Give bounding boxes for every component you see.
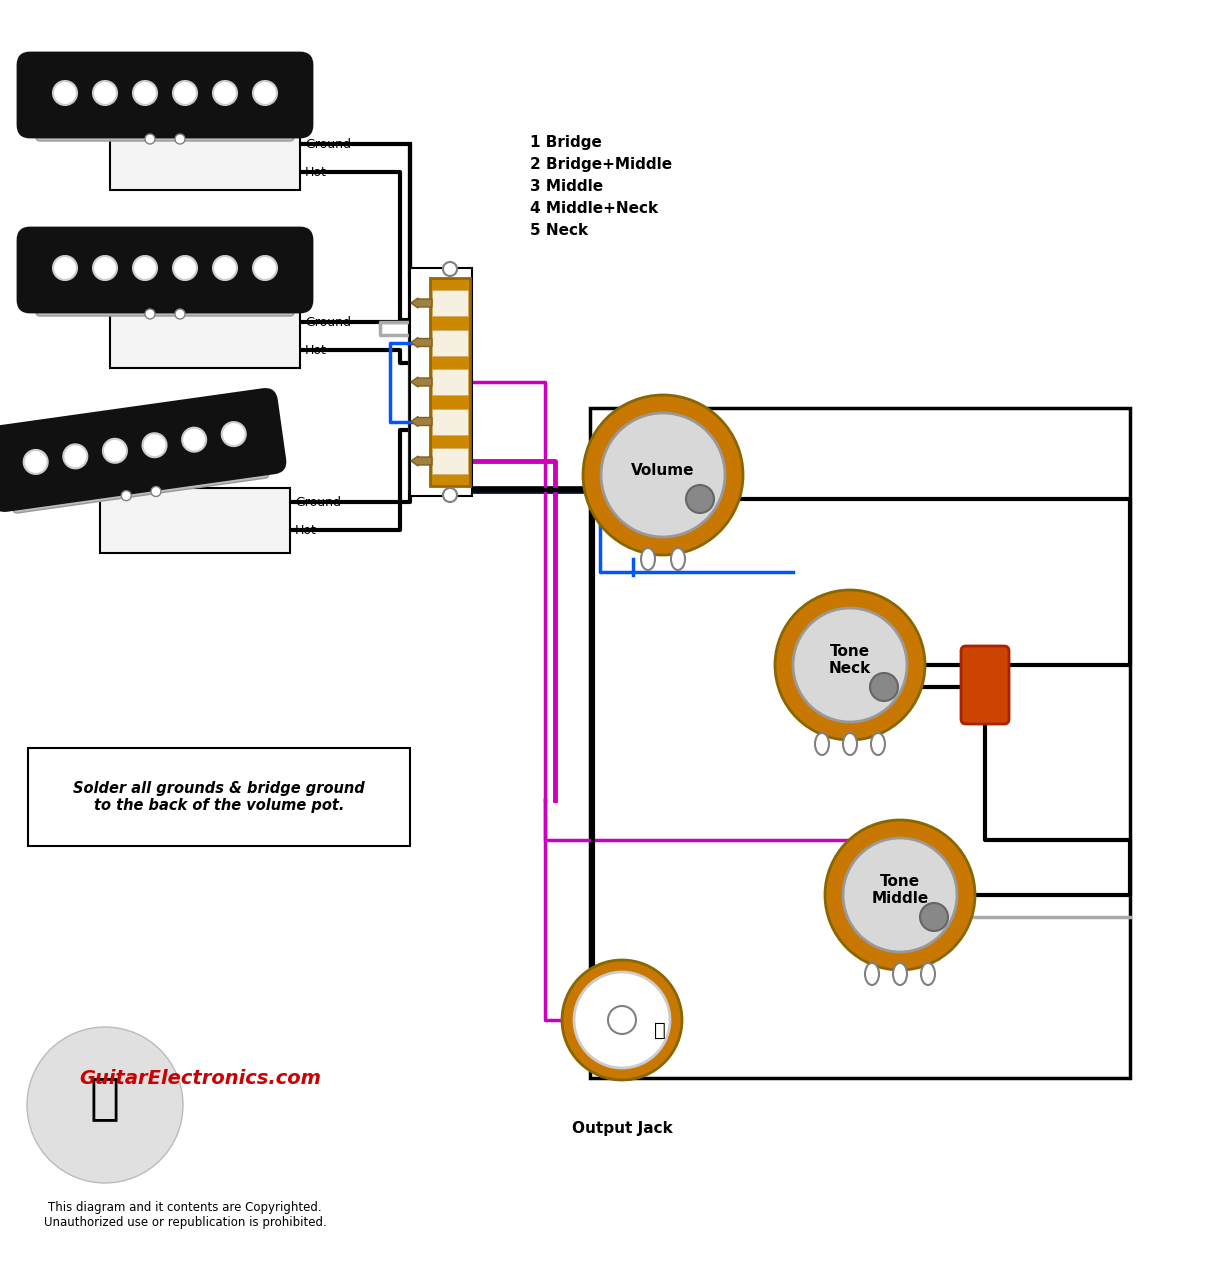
FancyArrow shape bbox=[412, 456, 432, 466]
Circle shape bbox=[134, 81, 157, 105]
Text: Output Jack: Output Jack bbox=[572, 1120, 673, 1135]
Text: This diagram and it contents are Copyrighted.
Unauthorized use or republication : This diagram and it contents are Copyrig… bbox=[44, 1201, 326, 1229]
Ellipse shape bbox=[893, 963, 906, 986]
FancyBboxPatch shape bbox=[960, 646, 1009, 724]
Text: Tone
Neck: Tone Neck bbox=[829, 644, 871, 676]
Text: Ground: Ground bbox=[305, 137, 352, 151]
Text: 3 Middle: 3 Middle bbox=[530, 178, 603, 193]
Ellipse shape bbox=[671, 548, 685, 570]
Circle shape bbox=[134, 256, 157, 280]
Text: ⏚: ⏚ bbox=[654, 1020, 666, 1039]
Circle shape bbox=[254, 81, 277, 105]
Circle shape bbox=[64, 444, 87, 468]
Text: Hot: Hot bbox=[305, 165, 327, 178]
Bar bbox=[28, 748, 410, 846]
Ellipse shape bbox=[921, 963, 935, 986]
Circle shape bbox=[254, 256, 277, 280]
Circle shape bbox=[53, 256, 77, 280]
Circle shape bbox=[870, 673, 898, 701]
Bar bbox=[110, 131, 300, 189]
Text: 1 Bridge: 1 Bridge bbox=[530, 134, 601, 150]
Bar bbox=[110, 308, 300, 369]
Circle shape bbox=[843, 838, 957, 952]
Bar bbox=[432, 369, 468, 396]
Ellipse shape bbox=[871, 733, 884, 755]
FancyBboxPatch shape bbox=[36, 285, 294, 316]
Circle shape bbox=[920, 902, 948, 931]
Bar bbox=[410, 268, 472, 497]
Circle shape bbox=[583, 396, 744, 556]
Ellipse shape bbox=[641, 548, 655, 570]
Text: 4 Middle+Neck: 4 Middle+Neck bbox=[530, 201, 658, 215]
FancyBboxPatch shape bbox=[0, 389, 285, 511]
Bar bbox=[432, 291, 468, 316]
Text: 2 Bridge+Middle: 2 Bridge+Middle bbox=[530, 156, 673, 172]
Text: Ground: Ground bbox=[295, 495, 341, 508]
Circle shape bbox=[173, 81, 197, 105]
Circle shape bbox=[601, 413, 725, 538]
Circle shape bbox=[151, 486, 160, 497]
Circle shape bbox=[27, 1027, 183, 1183]
Circle shape bbox=[183, 428, 206, 452]
FancyBboxPatch shape bbox=[36, 111, 294, 141]
Circle shape bbox=[145, 308, 156, 319]
Circle shape bbox=[824, 820, 975, 970]
Circle shape bbox=[145, 134, 156, 145]
Circle shape bbox=[121, 490, 131, 500]
Text: Ground: Ground bbox=[305, 315, 352, 329]
Bar bbox=[590, 408, 1129, 1078]
FancyBboxPatch shape bbox=[18, 52, 312, 137]
Text: Hot: Hot bbox=[295, 524, 317, 536]
Bar bbox=[432, 329, 468, 356]
Circle shape bbox=[213, 81, 236, 105]
Text: Tone
Middle: Tone Middle bbox=[871, 874, 929, 906]
Circle shape bbox=[443, 488, 457, 502]
Circle shape bbox=[562, 960, 682, 1080]
Circle shape bbox=[103, 439, 127, 463]
FancyBboxPatch shape bbox=[10, 448, 268, 513]
Ellipse shape bbox=[843, 733, 858, 755]
Circle shape bbox=[93, 81, 118, 105]
Circle shape bbox=[175, 134, 185, 145]
Circle shape bbox=[142, 433, 167, 457]
Circle shape bbox=[213, 256, 236, 280]
FancyBboxPatch shape bbox=[18, 228, 312, 312]
Circle shape bbox=[93, 256, 118, 280]
Bar bbox=[432, 408, 468, 434]
Circle shape bbox=[23, 451, 48, 474]
Circle shape bbox=[775, 590, 925, 740]
Circle shape bbox=[443, 262, 457, 276]
FancyArrow shape bbox=[412, 298, 432, 308]
Text: Solder all grounds & bridge ground
to the back of the volume pot.: Solder all grounds & bridge ground to th… bbox=[74, 781, 365, 813]
Circle shape bbox=[173, 256, 197, 280]
Bar bbox=[432, 448, 468, 474]
Circle shape bbox=[575, 972, 670, 1068]
Circle shape bbox=[686, 485, 714, 513]
Bar bbox=[430, 278, 470, 486]
Ellipse shape bbox=[815, 733, 829, 755]
Circle shape bbox=[608, 1006, 636, 1034]
Text: Volume: Volume bbox=[631, 462, 695, 477]
Text: GuitarElectronics.com: GuitarElectronics.com bbox=[78, 1069, 321, 1088]
FancyArrow shape bbox=[412, 416, 432, 426]
Text: 🎸: 🎸 bbox=[89, 1074, 120, 1123]
Circle shape bbox=[175, 308, 185, 319]
Text: Hot: Hot bbox=[305, 343, 327, 357]
Text: 5 Neck: 5 Neck bbox=[530, 223, 588, 238]
FancyArrow shape bbox=[412, 338, 432, 347]
Circle shape bbox=[53, 81, 77, 105]
Circle shape bbox=[793, 608, 906, 722]
Circle shape bbox=[222, 422, 246, 447]
Bar bbox=[100, 488, 290, 553]
Ellipse shape bbox=[865, 963, 880, 986]
FancyArrow shape bbox=[412, 378, 432, 387]
